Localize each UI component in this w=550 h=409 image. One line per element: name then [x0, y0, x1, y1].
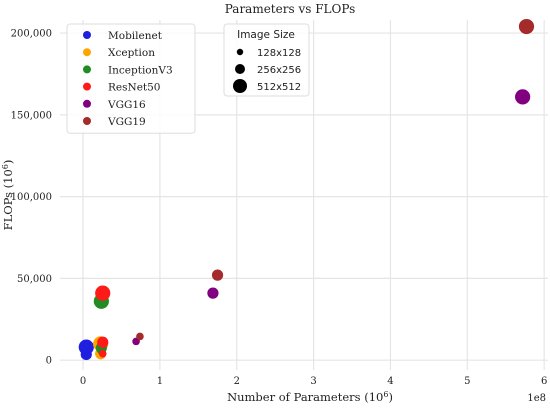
legend-marker: [83, 65, 91, 74]
data-point-resnet50: [95, 285, 111, 301]
size-legend-title: Image Size: [237, 29, 295, 41]
series-legend: Mobilenet Xception InceptionV3 ResNet50 VGG1…: [66, 23, 196, 134]
legend-entry: Mobilenet: [108, 30, 163, 42]
legend-marker: [83, 31, 91, 39]
chart-title: Parameters vs FLOPs: [225, 2, 356, 16]
size-legend-entry: 512x512: [257, 82, 301, 93]
x-tick-label: 2: [234, 376, 240, 387]
x-axis-label: Number of Parameters (106): [227, 390, 393, 404]
legend-entry: VGG16: [107, 99, 146, 111]
tick-labels: 0 1 2 3 4 5 6 0 50,000 100,000 150,000 200,000: [11, 29, 548, 387]
y-tick-label: 200,000: [11, 29, 52, 40]
legend-marker: [83, 48, 91, 57]
x-tick-label: 6: [541, 376, 547, 387]
data-point-vgg19: [136, 332, 144, 341]
legend-entry: ResNet50: [108, 82, 161, 94]
data-point-mobilenet: [78, 339, 94, 355]
data-point-resnet50: [97, 336, 109, 348]
legend-entry: Xception: [108, 47, 155, 59]
x-tick-label: 1: [157, 376, 163, 387]
x-tick-label: 0: [80, 376, 86, 387]
size-legend: Image Size 128x128 256x256 512x512: [223, 23, 310, 97]
x-offset-label: 1e8: [527, 393, 546, 404]
data-points: [78, 18, 535, 361]
size-legend-entry: 128x128: [257, 48, 301, 59]
size-legend-marker: [235, 64, 245, 74]
y-tick-label: 100,000: [11, 192, 52, 203]
size-legend-marker: [233, 79, 247, 93]
legend-marker: [83, 117, 91, 125]
y-tick-label: 0: [46, 356, 52, 367]
x-tick-label: 4: [387, 376, 393, 387]
legend-marker: [83, 99, 91, 108]
y-tick-label: 50,000: [17, 274, 52, 285]
x-tick-label: 3: [310, 376, 316, 387]
x-tick-label: 5: [464, 376, 470, 387]
legend-box: [66, 23, 196, 134]
data-point-vgg19: [211, 269, 224, 281]
size-legend-box: [223, 23, 310, 97]
data-point-resnet50: [98, 349, 107, 358]
y-axis-label: FLOPs (106): [1, 160, 15, 231]
data-point-vgg16: [515, 89, 531, 105]
size-legend-marker: [236, 48, 244, 56]
data-point-vgg16: [207, 287, 219, 299]
data-point-vgg19: [518, 18, 535, 35]
legend-entry: VGG19: [107, 116, 146, 128]
legend-entry: InceptionV3: [108, 64, 173, 76]
y-tick-label: 150,000: [11, 110, 52, 121]
legend-marker: [83, 82, 91, 91]
size-legend-entry: 256x256: [257, 65, 301, 76]
